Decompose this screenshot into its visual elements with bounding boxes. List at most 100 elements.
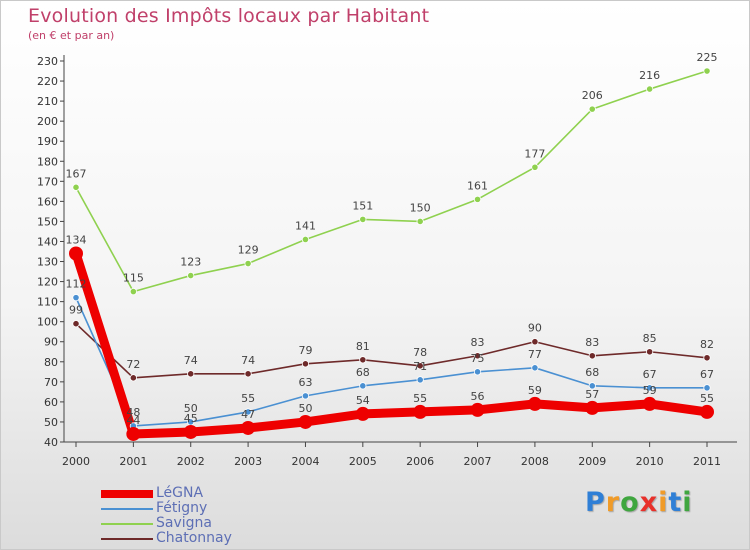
data-label-1-0: 112 [66, 278, 87, 291]
data-label-2-1: 115 [123, 272, 144, 285]
x-tick-label: 2007 [464, 455, 492, 468]
data-label-3-0: 99 [69, 304, 83, 317]
data-point-3-4 [301, 360, 310, 368]
data-label-2-11: 225 [697, 51, 718, 64]
data-label-3-5: 81 [356, 340, 370, 353]
data-point-2-3 [244, 259, 252, 268]
data-point-1-0 [72, 294, 80, 302]
legend-label: Fétigny [156, 500, 208, 516]
data-point-2-4 [301, 235, 310, 244]
y-tick-label: 40 [44, 436, 58, 449]
y-tick-label: 90 [44, 336, 58, 349]
data-point-2-8 [531, 163, 539, 171]
data-label-1-4: 63 [298, 376, 312, 389]
logo-letter: i [682, 487, 693, 518]
data-label-0-0: 134 [66, 234, 87, 247]
data-label-2-2: 123 [180, 256, 201, 269]
y-tick-label: 120 [37, 276, 58, 289]
data-label-0-6: 55 [413, 392, 427, 405]
data-label-1-8: 77 [528, 348, 542, 361]
data-point-3-7 [473, 352, 482, 360]
data-point-0-11 [700, 404, 714, 419]
y-tick-label: 170 [37, 175, 58, 188]
data-point-3-11 [703, 354, 711, 362]
x-tick-label: 2000 [62, 455, 90, 468]
data-label-3-4: 79 [298, 344, 312, 357]
data-point-3-2 [187, 370, 195, 378]
data-label-3-2: 74 [184, 354, 198, 367]
data-label-3-1: 72 [126, 358, 140, 371]
series-line-2 [75, 70, 708, 293]
x-tick-label: 2001 [119, 455, 147, 468]
data-label-3-9: 83 [585, 336, 599, 349]
data-label-3-3: 74 [241, 354, 255, 367]
y-tick-label: 230 [37, 55, 58, 68]
x-tick-label: 2004 [291, 455, 319, 468]
legend-item: Chatonnay [101, 530, 361, 546]
data-point-1-8 [531, 364, 539, 372]
data-label-0-11: 55 [700, 392, 714, 405]
data-label-3-8: 90 [528, 322, 542, 335]
data-label-0-9: 57 [585, 388, 599, 401]
data-point-0-2 [183, 424, 198, 439]
data-label-2-9: 206 [582, 89, 603, 102]
y-tick-label: 50 [44, 416, 58, 429]
x-tick-label: 2008 [521, 455, 549, 468]
x-tick-label: 2011 [693, 455, 721, 468]
data-label-0-2: 45 [184, 412, 198, 425]
chart-subtitle: (en € et par an) [28, 29, 115, 42]
data-point-2-7 [473, 195, 482, 203]
data-label-0-7: 56 [471, 390, 485, 403]
data-label-1-5: 68 [356, 366, 370, 379]
logo-letter: t [668, 487, 683, 518]
data-point-2-0 [72, 183, 80, 191]
data-label-1-2: 50 [184, 402, 198, 415]
legend-item: LéGNA [101, 485, 361, 501]
data-label-1-11: 67 [700, 368, 714, 381]
legend-item: Savigna [101, 515, 361, 531]
series-lines [71, 70, 712, 439]
data-labels: 134 44 45 47 50 54 55 56 59 57 59 55 112 48 50 55 63 68 71… [66, 51, 718, 427]
y-tick-label: 60 [44, 396, 58, 409]
data-label-0-1: 44 [126, 414, 140, 427]
data-point-1-9 [588, 382, 596, 390]
y-tick-label: 130 [37, 256, 58, 269]
data-point-2-6 [416, 217, 424, 226]
data-label-1-9: 68 [585, 366, 599, 379]
data-label-0-10: 59 [643, 384, 657, 397]
logo-letter: o [620, 487, 640, 518]
data-point-1-10 [646, 384, 654, 392]
data-label-0-5: 54 [356, 394, 370, 407]
y-tick-label: 210 [37, 95, 58, 108]
data-point-3-10 [646, 348, 654, 356]
data-point-0-7 [470, 402, 485, 417]
data-label-3-10: 85 [643, 332, 657, 345]
data-point-0-10 [642, 396, 657, 411]
legend: LéGNA Fétigny Savigna Chatonnay [101, 485, 361, 546]
data-label-2-6: 150 [410, 201, 431, 214]
data-label-3-11: 82 [700, 338, 714, 351]
y-tick-label: 100 [37, 316, 58, 329]
legend-label: LéGNA [156, 485, 204, 501]
data-point-0-1 [126, 426, 141, 441]
data-point-0-4 [298, 414, 313, 429]
data-point-0-0 [69, 246, 83, 261]
series-line-3 [75, 322, 708, 379]
data-point-0-6 [413, 404, 428, 419]
y-tick-label: 160 [37, 195, 58, 208]
legend-item: Fétigny [101, 500, 361, 516]
data-point-2-10 [646, 85, 654, 93]
data-label-2-0: 167 [66, 167, 87, 180]
data-label-0-3: 47 [241, 408, 255, 421]
data-label-1-10: 67 [643, 368, 657, 381]
legend-label: Savigna [156, 515, 212, 531]
data-point-0-5 [355, 406, 370, 421]
data-label-2-4: 141 [295, 219, 316, 232]
series-points [69, 67, 714, 441]
chart-axes: 40 50 60 70 80 90 100 110 120 130 140 150 160 170 180 1… [37, 55, 737, 468]
data-point-1-6 [416, 376, 424, 384]
x-tick-label: 2003 [234, 455, 262, 468]
data-label-0-4: 50 [298, 402, 312, 415]
series-line-1 [75, 296, 708, 427]
